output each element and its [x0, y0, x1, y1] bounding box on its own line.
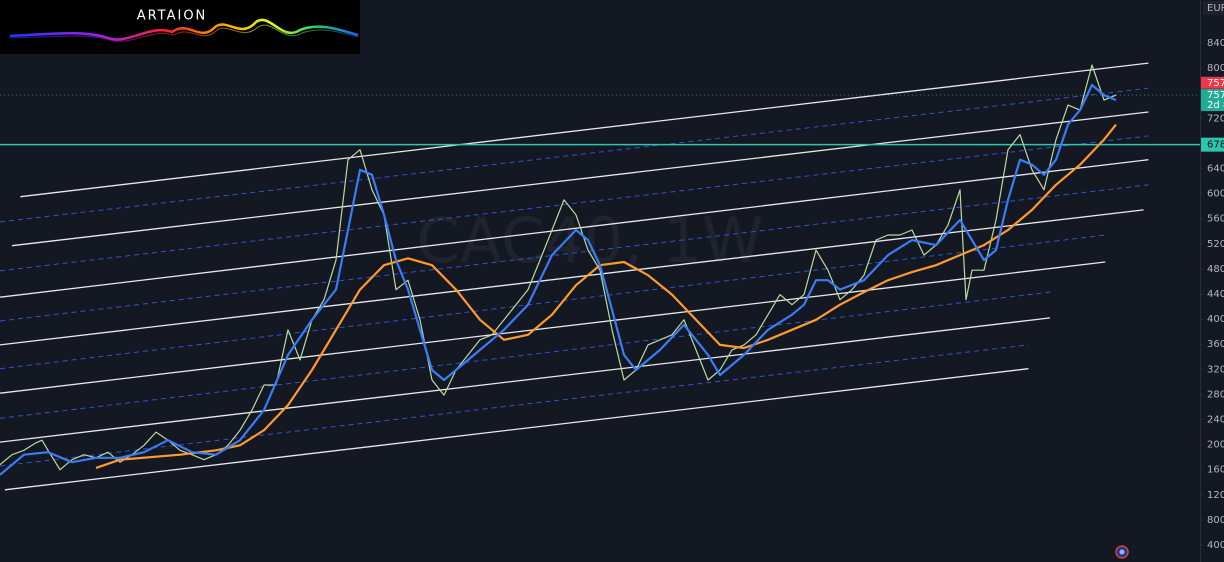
y-tick-label: 2800 — [1207, 389, 1224, 400]
logo-text: ARTAION — [137, 9, 208, 24]
logo-background — [0, 0, 360, 54]
currency-box — [1203, 1, 1224, 15]
price-label-box — [1201, 76, 1224, 89]
y-tick-label: 4800 — [1207, 264, 1224, 275]
y-tick-label: 1200 — [1207, 490, 1224, 501]
currency: EUR — [1207, 3, 1224, 14]
y-tick-label: 2400 — [1207, 415, 1224, 426]
series-line — [0, 83, 1117, 476]
price-label: 7570 — [1207, 90, 1224, 101]
channel-dashed-line — [0, 234, 1106, 370]
y-tick-label: 800 — [1207, 515, 1224, 526]
y-tick-label: 8000 — [1207, 63, 1224, 74]
logo-wave — [9, 18, 359, 41]
countdown: 2d 8 — [1207, 100, 1224, 111]
settings-icon-dot — [1119, 549, 1125, 555]
level-label-box — [1201, 137, 1224, 152]
channel-dashed-line — [0, 135, 1149, 272]
channel-line — [11, 111, 1149, 247]
y-tick-label: 6000 — [1207, 189, 1224, 200]
logo: ARTAION — [0, 0, 360, 54]
y-tick-label: 6400 — [1207, 164, 1224, 175]
y-tick-label: 4400 — [1207, 289, 1224, 300]
y-tick-label: 400 — [1207, 540, 1224, 551]
y-tick-label: 3600 — [1207, 339, 1224, 350]
channel-line — [0, 261, 1106, 394]
y-tick-label: 7200 — [1207, 113, 1224, 124]
y-tick-label: 5600 — [1207, 214, 1224, 225]
channel-line — [20, 62, 1149, 198]
y-tick-label: 2000 — [1207, 440, 1224, 451]
series-line — [95, 123, 1117, 469]
plot-area — [0, 62, 1200, 491]
price-label: 7575 — [1207, 78, 1224, 89]
channel-line — [4, 368, 1029, 491]
y-tick-label: 3200 — [1207, 364, 1224, 375]
channel-dashed-line — [0, 184, 1149, 322]
y-tick-label: 5200 — [1207, 239, 1224, 250]
y-tick-label: 1600 — [1207, 465, 1224, 476]
price-axis-labels: 400 800 1200 1600 2000 2400 2800 3200 3600 4000 44… — [1200, 38, 1224, 551]
logo-wave — [9, 24, 359, 42]
channel-line — [0, 209, 1144, 346]
channel-dashed-line — [0, 87, 1149, 223]
y-tick-label: 8400 — [1207, 38, 1224, 49]
channel-line — [0, 159, 1149, 298]
level-label: 6780 — [1207, 140, 1224, 151]
y-tick-label: 4000 — [1207, 314, 1224, 325]
channel-line — [0, 317, 1051, 443]
channel-dashed-line — [0, 344, 1029, 467]
price-label-box — [1201, 89, 1224, 112]
